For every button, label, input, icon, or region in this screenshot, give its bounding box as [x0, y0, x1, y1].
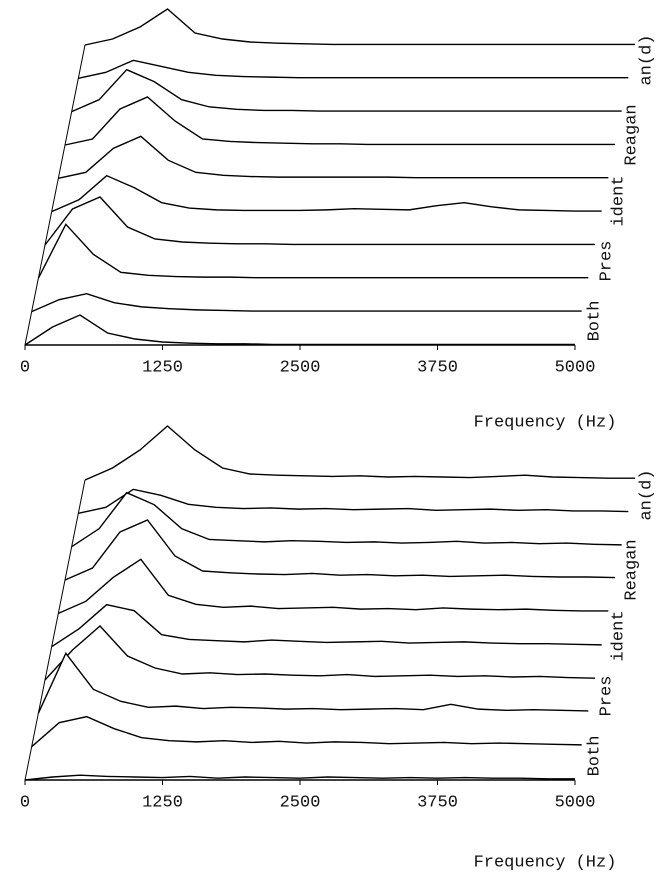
- trace-mask: [78, 60, 629, 79]
- trace-mask: [58, 136, 609, 179]
- trace-mask: [38, 224, 589, 279]
- x-tick-label: 0: [20, 793, 30, 812]
- trace-mask: [45, 626, 595, 680]
- trace-mask: [85, 426, 635, 480]
- segment-label: ident: [609, 610, 628, 661]
- segment-label: Both: [585, 736, 604, 777]
- x-tick-label: 0: [20, 358, 30, 377]
- spectrum-trace: [78, 488, 629, 515]
- segment-label: Reagan: [622, 539, 641, 600]
- depth-axis: [24, 479, 86, 781]
- spectrum-trace: [71, 68, 622, 113]
- segment-label: an(d): [637, 469, 656, 520]
- x-tick-label: 3750: [417, 358, 458, 377]
- spectrum-trace: [84, 8, 635, 46]
- depth-axis: [24, 44, 86, 346]
- segment-label: ident: [609, 175, 628, 226]
- spectrum-trace: [37, 651, 589, 714]
- x-tick-label: 5000: [555, 793, 596, 812]
- spectrum-trace: [84, 425, 635, 481]
- trace-mask: [31, 293, 582, 312]
- x-tick-label: 1250: [142, 793, 183, 812]
- trace-mask: [58, 559, 609, 614]
- spectrum-trace: [51, 603, 602, 648]
- trace-mask: [25, 315, 575, 345]
- trace-mask: [51, 175, 602, 212]
- spectrum-trace: [58, 558, 609, 614]
- segment-label: Pres: [597, 676, 616, 717]
- spectrum-trace: [78, 59, 629, 80]
- segment-label: Pres: [597, 241, 616, 282]
- trace-mask: [85, 9, 635, 45]
- x-tick-label: 2500: [280, 358, 321, 377]
- spectrum-trace: [37, 223, 589, 279]
- spectrum-trace: [31, 292, 582, 313]
- trace-mask: [31, 716, 582, 747]
- x-axis-label: Frequency (Hz): [474, 853, 617, 872]
- spectrum-trace: [24, 774, 575, 781]
- x-tick-label: 5000: [555, 358, 596, 377]
- trace-mask: [65, 97, 615, 145]
- spectrum-trace: [64, 96, 615, 146]
- spectrum-trace: [31, 715, 582, 748]
- x-tick-label: 3750: [417, 793, 458, 812]
- x-tick-label: 1250: [142, 358, 183, 377]
- trace-mask: [38, 653, 589, 714]
- segment-label: Reagan: [622, 104, 641, 165]
- trace-mask: [45, 197, 595, 245]
- x-axis-label: Frequency (Hz): [474, 413, 617, 432]
- segment-label: Both: [585, 301, 604, 342]
- spectrum-trace: [44, 196, 595, 246]
- spectrum-trace: [64, 519, 616, 581]
- spectrum-trace: [58, 135, 609, 180]
- segment-label: an(d): [637, 34, 656, 85]
- spectrum-trace: [51, 174, 602, 213]
- spectrum-trace: [71, 491, 622, 548]
- spectrum-trace: [44, 625, 596, 681]
- x-tick-label: 2500: [280, 793, 321, 812]
